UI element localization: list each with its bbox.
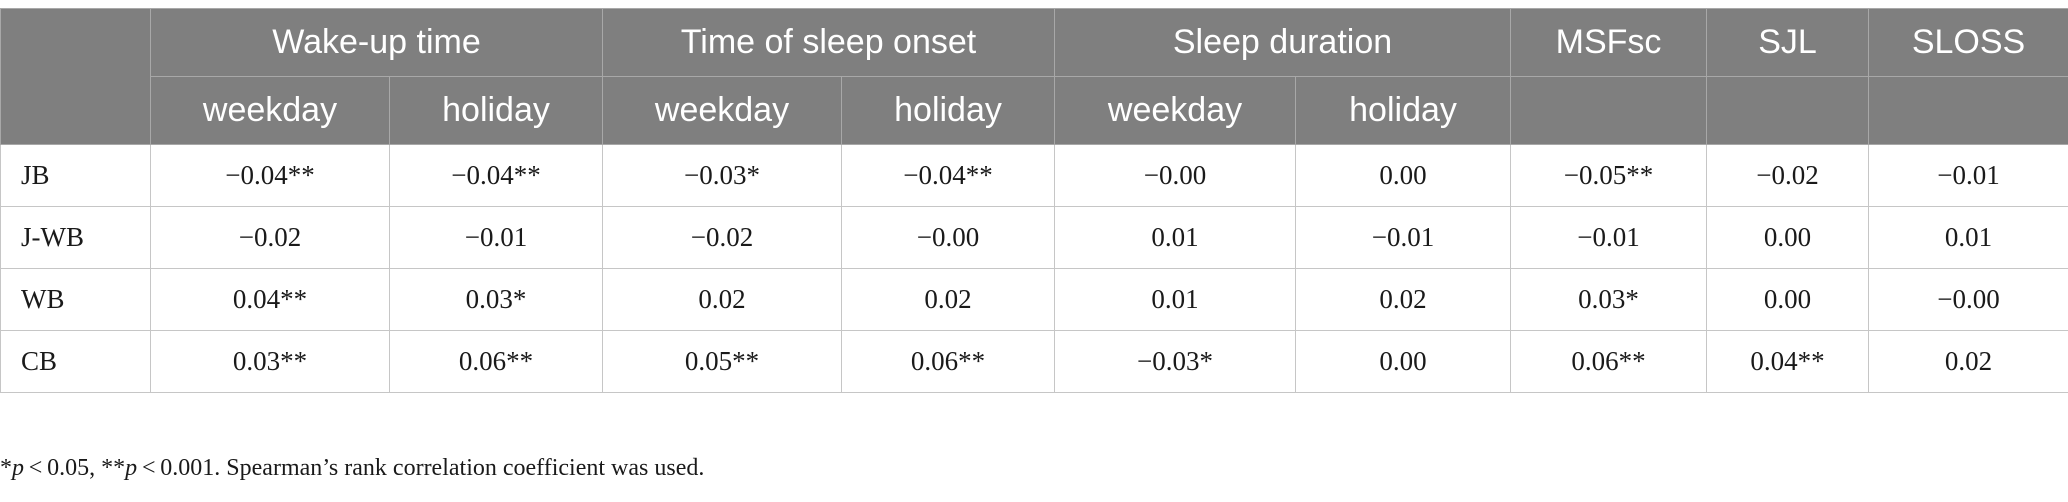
- subheader-onset-weekday: weekday: [602, 76, 842, 145]
- footnote-p-symbol: p: [125, 455, 138, 481]
- table-cell: −0.01: [1295, 206, 1512, 269]
- table-cell: −0.00: [840, 206, 1056, 269]
- footnote-threshold-1: < 0.05, **: [24, 455, 126, 481]
- footnote-threshold-2: < 0.001. Spearman’s rank correlation coe…: [137, 455, 705, 481]
- row-label: WB: [0, 268, 151, 331]
- table-row: J-WB −0.02 −0.01 −0.02 −0.00 0.01 −0.01 …: [0, 206, 2068, 269]
- table-cell: 0.01: [1868, 206, 2068, 269]
- table-cell: 0.01: [1054, 206, 1297, 269]
- row-label: CB: [0, 330, 151, 393]
- subheader-wake-holiday: holiday: [389, 76, 603, 145]
- row-label: JB: [0, 144, 151, 207]
- subheader-sjl-empty: [1706, 76, 1870, 145]
- row-label: J-WB: [0, 206, 151, 269]
- table-cell: −0.01: [1868, 144, 2068, 207]
- table-cell: −0.05**: [1510, 144, 1708, 207]
- table-cell: 0.06**: [840, 330, 1056, 393]
- table-cell: −0.04**: [150, 144, 390, 207]
- table-cell: 0.02: [1868, 330, 2068, 393]
- table-row: CB 0.03** 0.06** 0.05** 0.06** −0.03* 0.…: [0, 330, 2068, 393]
- header-corner-cell: [0, 8, 151, 145]
- table-cell: 0.03*: [1510, 268, 1708, 331]
- table-cell: 0.06**: [1510, 330, 1708, 393]
- table-cell: −0.02: [602, 206, 842, 269]
- table-cell: 0.02: [1295, 268, 1512, 331]
- table-cell: −0.03*: [1054, 330, 1297, 393]
- table-cell: 0.04**: [1706, 330, 1870, 393]
- table-cell: −0.04**: [840, 144, 1056, 207]
- footnote-star: *: [0, 455, 12, 481]
- table-row: JB −0.04** −0.04** −0.03* −0.04** −0.00 …: [0, 144, 2068, 207]
- table-cell: −0.00: [1054, 144, 1297, 207]
- table-cell: −0.02: [1706, 144, 1870, 207]
- table-cell: 0.06**: [389, 330, 603, 393]
- table-row: WB 0.04** 0.03* 0.02 0.02 0.01 0.02 0.03…: [0, 268, 2068, 331]
- header-sloss: SLOSS: [1868, 8, 2068, 77]
- footnote-p-symbol: p: [12, 455, 24, 481]
- subheader-msfsc-empty: [1510, 76, 1708, 145]
- table-cell: 0.03**: [150, 330, 390, 393]
- table-cell: 0.00: [1706, 268, 1870, 331]
- subheader-duration-holiday: holiday: [1295, 76, 1512, 145]
- header-msfsc: MSFsc: [1510, 8, 1708, 77]
- header-wake-up-time: Wake-up time: [150, 8, 603, 77]
- table-cell: 0.02: [602, 268, 842, 331]
- subheader-wake-weekday: weekday: [150, 76, 390, 145]
- header-sleep-duration: Sleep duration: [1054, 8, 1512, 77]
- table-cell: 0.04**: [150, 268, 390, 331]
- correlation-table: Wake-up time Time of sleep onset Sleep d…: [0, 8, 2068, 393]
- table-cell: −0.03*: [602, 144, 842, 207]
- table-cell: −0.04**: [389, 144, 603, 207]
- table-cell: −0.00: [1868, 268, 2068, 331]
- table-cell: 0.01: [1054, 268, 1297, 331]
- table-cell: 0.00: [1295, 330, 1512, 393]
- header-row-groups: Wake-up time Time of sleep onset Sleep d…: [0, 8, 2068, 145]
- table-cell: −0.01: [1510, 206, 1708, 269]
- table-cell: −0.01: [389, 206, 603, 269]
- header-sleep-onset: Time of sleep onset: [601, 8, 1056, 77]
- table-cell: 0.03*: [389, 268, 603, 331]
- header-row-sub: weekday holiday weekday holiday weekday …: [1, 76, 2068, 145]
- table-cell: 0.00: [1706, 206, 1870, 269]
- subheader-duration-weekday: weekday: [1054, 76, 1297, 145]
- subheader-sloss-empty: [1868, 76, 2068, 145]
- subheader-onset-holiday: holiday: [840, 76, 1056, 145]
- table-cell: 0.02: [840, 268, 1056, 331]
- header-sjl: SJL: [1706, 8, 1870, 77]
- table-footnote: *p < 0.05, **p < 0.001. Spearman’s rank …: [0, 455, 704, 482]
- table-cell: −0.02: [150, 206, 390, 269]
- table-cell: 0.00: [1295, 144, 1512, 207]
- table-cell: 0.05**: [602, 330, 842, 393]
